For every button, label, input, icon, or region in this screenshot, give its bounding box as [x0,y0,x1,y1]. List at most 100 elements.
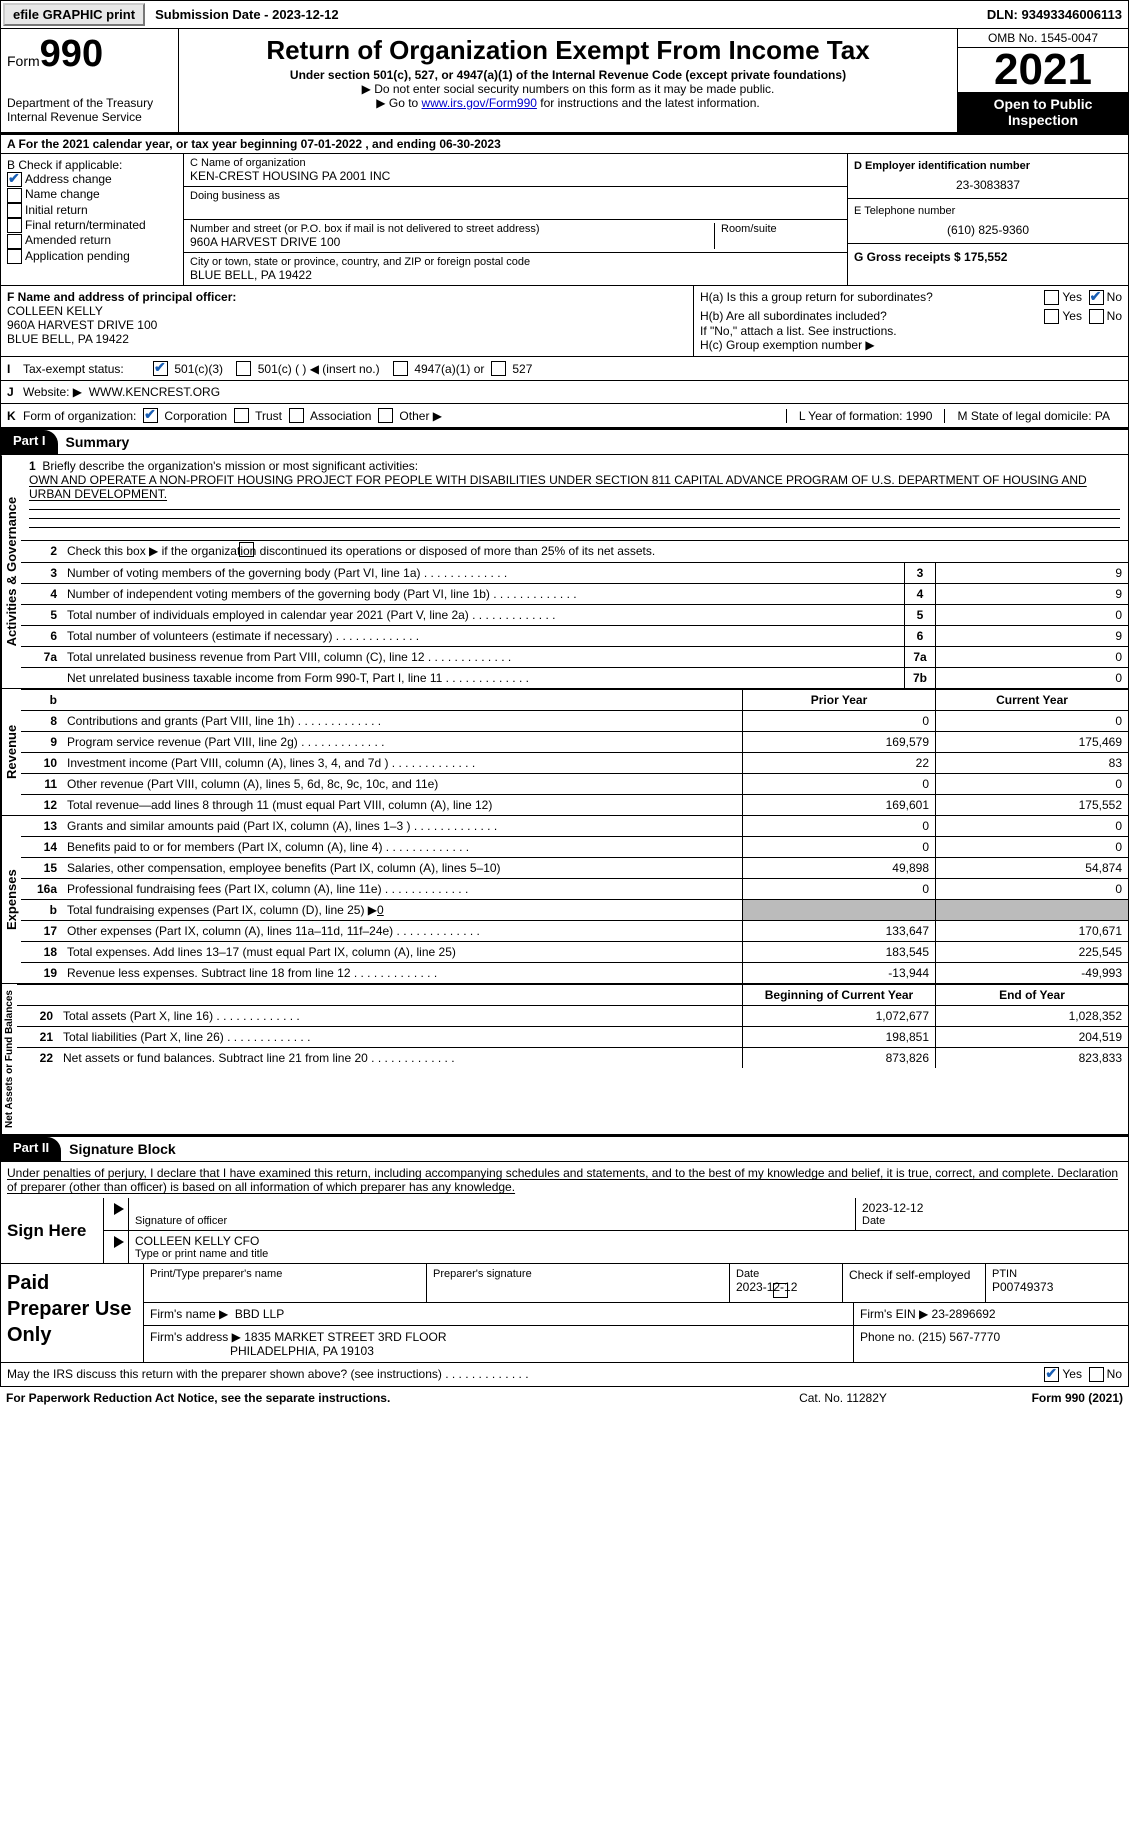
c11: 0 [935,774,1128,794]
l22: Net assets or fund balances. Subtract li… [59,1048,742,1068]
lbl-initial: Initial return [25,203,88,217]
cat-no: Cat. No. 11282Y [743,1391,943,1405]
hb-yes: Yes [1062,309,1082,324]
chk-final[interactable] [7,218,22,233]
chk-4947[interactable] [393,361,408,376]
v7b: 0 [935,668,1128,688]
row-k: K Form of organization: Corporation Trus… [0,404,1129,430]
chk-address-change[interactable] [7,172,22,187]
chk-amended[interactable] [7,234,22,249]
firm-ein-label: Firm's EIN ▶ [860,1307,928,1321]
irs-label: Internal Revenue Service [7,110,172,124]
paid-preparer: Paid Preparer Use Only Print/Type prepar… [0,1264,1129,1362]
form-subtitle-1: Under section 501(c), 527, or 4947(a)(1)… [189,68,947,82]
chk-501c[interactable] [236,361,251,376]
chk-app-pending[interactable] [7,249,22,264]
l5: Total number of individuals employed in … [63,605,904,625]
lbl-other: Other ▶ [399,409,442,423]
website-label: Website: ▶ [23,385,82,399]
l13: Grants and similar amounts paid (Part IX… [63,816,742,836]
lbl-app-pending: Application pending [25,249,130,263]
chk-assoc[interactable] [289,408,304,423]
year-formation: L Year of formation: 1990 [786,409,945,423]
chk-501c3[interactable] [153,361,168,376]
lbl-name-change: Name change [25,187,100,201]
chk-discuss-no[interactable] [1089,1367,1104,1382]
chk-initial[interactable] [7,203,22,218]
form990-link[interactable]: www.irs.gov/Form990 [422,96,537,110]
chk-l2[interactable] [239,542,254,557]
lbl-501c3: 501(c)(3) [174,362,223,376]
l3: Number of voting members of the governin… [63,563,904,583]
lbl-amended: Amended return [25,233,111,247]
part2-title: Signature Block [61,1137,184,1161]
l15: Salaries, other compensation, employee b… [63,858,742,878]
chk-discuss-yes[interactable] [1044,1367,1059,1382]
chk-ha-yes[interactable] [1044,290,1059,305]
firm-phone-label: Phone no. [860,1330,915,1344]
officer-name: COLLEEN KELLY [7,304,687,318]
lbl-4947: 4947(a)(1) or [414,362,484,376]
city-label: City or town, state or province, country… [190,256,841,268]
p22: 873,826 [742,1048,935,1068]
signature-block: Under penalties of perjury, I declare th… [0,1162,1129,1264]
chk-ha-no[interactable] [1089,290,1104,305]
l16b-val: 0 [377,903,384,917]
l16b-pre: Total fundraising expenses (Part IX, col… [67,903,377,917]
v7a: 0 [935,647,1128,667]
pp-sig-label: Preparer's signature [433,1268,723,1280]
p15: 49,898 [742,858,935,878]
revenue-section: Revenue bPrior YearCurrent Year 8Contrib… [0,689,1129,816]
l21: Total liabilities (Part X, line 26) [59,1027,742,1047]
p18: 183,545 [742,942,935,962]
name-title-label: Type or print name and title [135,1248,1122,1260]
hb-note: If "No," attach a list. See instructions… [700,324,1122,338]
lbl-assoc: Association [310,409,371,423]
ein-value: 23-3083837 [854,178,1122,192]
v6: 9 [935,626,1128,646]
chk-hb-no[interactable] [1089,309,1104,324]
part2-badge: Part II [1,1137,61,1161]
chk-527[interactable] [491,361,506,376]
c13: 0 [935,816,1128,836]
pp-name-label: Print/Type preparer's name [150,1268,420,1280]
l8: Contributions and grants (Part VIII, lin… [63,711,742,731]
l9: Program service revenue (Part VIII, line… [63,732,742,752]
c-name-label: C Name of organization [190,157,841,169]
v3: 9 [935,563,1128,583]
paid-preparer-label: Paid Preparer Use Only [1,1264,143,1361]
chk-self-employed[interactable] [773,1283,788,1298]
chk-corp[interactable] [143,408,158,423]
chk-hb-yes[interactable] [1044,309,1059,324]
firm-ein: 23-2896692 [932,1307,996,1321]
l19: Revenue less expenses. Subtract line 18 … [63,963,742,983]
c8: 0 [935,711,1128,731]
j-lbl: J [7,385,23,399]
submission-date: Submission Date - 2023-12-12 [147,7,347,22]
l4: Number of independent voting members of … [63,584,904,604]
p12: 169,601 [742,795,935,815]
room-label: Room/suite [721,223,841,235]
p17: 133,647 [742,921,935,941]
p9: 169,579 [742,732,935,752]
c16a: 0 [935,879,1128,899]
tax-exempt-label: Tax-exempt status: [23,362,153,376]
treasury-dept: Department of the Treasury [7,96,172,110]
chk-trust[interactable] [234,408,249,423]
firm-phone: (215) 567-7770 [918,1330,1000,1344]
chk-other[interactable] [378,408,393,423]
p16a: 0 [742,879,935,899]
activities-governance: Activities & Governance 1 Briefly descri… [0,455,1129,689]
org-name: KEN-CREST HOUSING PA 2001 INC [190,169,841,183]
efile-print-button[interactable]: efile GRAPHIC print [3,3,145,26]
mission-text: OWN AND OPERATE A NON-PROFIT HOUSING PRO… [29,473,1087,501]
lbl-final: Final return/terminated [25,218,146,232]
lbl-address-change: Address change [25,172,112,186]
officer-addr1: 960A HARVEST DRIVE 100 [7,318,687,332]
c12: 175,552 [935,795,1128,815]
i-lbl: I [7,362,23,376]
gross-receipts: G Gross receipts $ 175,552 [854,250,1122,264]
l18: Total expenses. Add lines 13–17 (must eq… [63,942,742,962]
chk-name-change[interactable] [7,188,22,203]
paperwork-notice: For Paperwork Reduction Act Notice, see … [6,1391,743,1405]
